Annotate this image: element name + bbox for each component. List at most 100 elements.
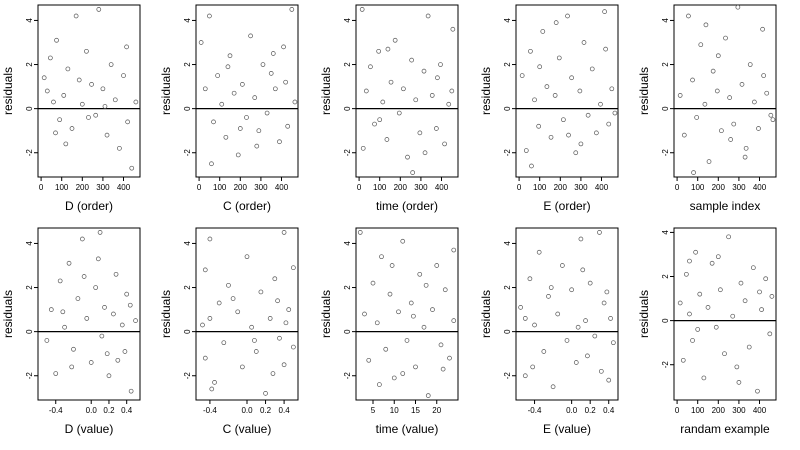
residual-point bbox=[687, 258, 692, 264]
residual-point bbox=[225, 64, 231, 70]
residual-point bbox=[747, 62, 753, 67]
residual-point bbox=[583, 318, 588, 323]
x-tick-label: 0.0 bbox=[241, 406, 253, 415]
y-tick-label: 2 bbox=[25, 285, 34, 290]
residual-point bbox=[95, 256, 101, 262]
y-tick-label: 4 bbox=[183, 18, 192, 23]
residual-point bbox=[219, 101, 225, 107]
x-tick-label: 200 bbox=[712, 406, 726, 415]
residual-point bbox=[710, 68, 716, 74]
residual-point bbox=[423, 282, 429, 288]
residual-point bbox=[566, 132, 571, 138]
x-tick-label: 0 bbox=[517, 183, 522, 192]
residual-point bbox=[530, 364, 536, 370]
residual-point bbox=[400, 371, 406, 376]
residual-panel-3: -2 0 2 4 0 100 200 300 400 time (order) residuals bbox=[319, 4, 459, 213]
residual-point bbox=[99, 333, 105, 339]
residual-point bbox=[215, 73, 220, 78]
residual-point bbox=[442, 141, 447, 147]
residual-point bbox=[270, 371, 276, 376]
x-tick-label: 400 bbox=[435, 183, 449, 192]
residual-panel-1: -2 0 2 4 0 100 200 300 400 D (order) residuals bbox=[1, 4, 141, 213]
residual-point bbox=[368, 64, 373, 70]
residual-panel-10: -2 0 2 4 0 100 200 300 400 randam example residual… bbox=[637, 227, 777, 436]
residual-point bbox=[768, 112, 774, 118]
residual-point bbox=[283, 320, 289, 326]
residual-point bbox=[291, 265, 296, 271]
residual-point bbox=[41, 75, 47, 81]
residual-point bbox=[528, 48, 533, 54]
residual-panel-9: -2 0 2 4 -0.4 0.0 0.2 0.4 E (value) residuals bbox=[479, 227, 619, 436]
residual-point bbox=[252, 338, 257, 343]
residual-point bbox=[62, 324, 67, 330]
residual-point bbox=[722, 351, 727, 357]
y-tick-label: -2 bbox=[183, 149, 192, 157]
residual-point bbox=[198, 40, 204, 45]
y-tick-label: 2 bbox=[343, 285, 352, 290]
residual-panel-4: -2 0 2 4 0 100 200 300 400 E (order) residuals bbox=[479, 4, 619, 213]
residual-point bbox=[413, 97, 419, 103]
residual-point bbox=[283, 79, 288, 85]
residual-panel-8: -2 0 2 4 5 10 15 20 time (value) residuals bbox=[319, 227, 459, 436]
residual-point bbox=[529, 163, 534, 169]
residual-point bbox=[606, 377, 612, 383]
residual-point bbox=[410, 170, 416, 175]
residual-point bbox=[597, 230, 602, 235]
x-tick-label: 400 bbox=[275, 183, 289, 192]
x-tick-label: 200 bbox=[76, 183, 90, 192]
residual-point bbox=[202, 267, 208, 273]
x-tick-label: 400 bbox=[595, 183, 609, 192]
residual-point bbox=[267, 316, 273, 321]
residual-point bbox=[578, 141, 584, 147]
residual-point bbox=[133, 99, 139, 105]
y-tick-label: 2 bbox=[25, 62, 34, 67]
residual-point bbox=[281, 362, 287, 368]
residual-point bbox=[691, 170, 696, 175]
y-axis-label: residuals bbox=[479, 67, 493, 115]
residual-point bbox=[425, 13, 431, 19]
residual-point bbox=[698, 42, 704, 48]
residual-point bbox=[731, 121, 737, 127]
residual-point bbox=[86, 115, 91, 120]
residual-point bbox=[719, 128, 724, 134]
residual-point bbox=[442, 287, 448, 293]
x-tick-label: 100 bbox=[533, 183, 547, 192]
residual-point bbox=[421, 68, 427, 74]
residual-point bbox=[434, 126, 439, 131]
residual-point bbox=[589, 66, 595, 72]
residual-panel-2: -2 0 2 4 0 100 200 300 400 C (order) residuals bbox=[159, 4, 299, 213]
residual-point bbox=[240, 364, 245, 370]
residual-point bbox=[430, 307, 435, 312]
residual-point bbox=[701, 375, 707, 381]
residual-point bbox=[527, 276, 533, 282]
residual-point bbox=[421, 324, 427, 330]
x-axis-label: D (value) bbox=[65, 422, 114, 436]
residual-point bbox=[713, 324, 719, 330]
residual-point bbox=[379, 254, 384, 260]
x-tick-label: 0.4 bbox=[603, 406, 615, 415]
y-axis-label: residuals bbox=[637, 290, 651, 338]
residual-point bbox=[237, 126, 243, 131]
x-axis-label: C (value) bbox=[223, 422, 272, 436]
residual-point bbox=[258, 289, 264, 295]
residual-point bbox=[440, 366, 446, 372]
x-axis-label: E (order) bbox=[543, 199, 590, 213]
residual-point bbox=[260, 62, 266, 67]
y-tick-label: 2 bbox=[343, 62, 352, 67]
residual-point bbox=[291, 344, 296, 350]
residual-point bbox=[370, 280, 376, 286]
residual-point bbox=[125, 119, 130, 125]
residual-point bbox=[286, 307, 292, 312]
residual-point bbox=[69, 126, 75, 131]
residual-point bbox=[417, 271, 423, 277]
residual-point bbox=[548, 285, 554, 290]
plot-frame bbox=[37, 4, 141, 178]
residual-point bbox=[106, 373, 112, 379]
residual-point bbox=[697, 291, 703, 297]
residual-point bbox=[408, 300, 414, 306]
residual-point bbox=[429, 93, 435, 98]
residual-point bbox=[763, 276, 769, 282]
residual-point bbox=[111, 311, 116, 317]
y-tick-label: 2 bbox=[503, 285, 512, 290]
residual-point bbox=[580, 267, 586, 273]
